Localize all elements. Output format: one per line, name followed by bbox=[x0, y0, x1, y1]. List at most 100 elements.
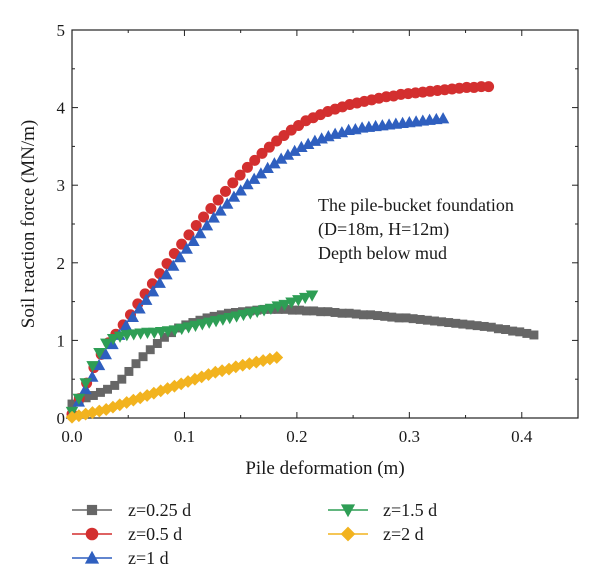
series-z-1-d bbox=[65, 112, 450, 419]
data-point bbox=[220, 197, 234, 209]
series-z-0.25-d bbox=[67, 304, 539, 409]
y-tick-label: 0 bbox=[57, 409, 66, 428]
y-axis-title: Soil reaction force (MN/m) bbox=[18, 120, 39, 328]
data-point bbox=[250, 306, 264, 319]
data-point bbox=[79, 378, 92, 390]
y-tick-label: 3 bbox=[57, 176, 66, 195]
legend-marker bbox=[86, 504, 98, 516]
data-point bbox=[117, 374, 127, 384]
legend-marker bbox=[85, 527, 99, 541]
data-point bbox=[205, 202, 217, 214]
data-point bbox=[216, 314, 230, 326]
data-point bbox=[214, 204, 227, 216]
data-point bbox=[263, 141, 275, 153]
data-point bbox=[256, 147, 268, 159]
data-point bbox=[230, 311, 243, 323]
data-point bbox=[72, 393, 86, 405]
data-point bbox=[124, 366, 134, 376]
y-tick-label: 4 bbox=[57, 99, 66, 118]
data-point bbox=[237, 309, 250, 322]
data-point bbox=[182, 322, 195, 334]
y-tick-label: 5 bbox=[57, 21, 66, 40]
data-point bbox=[113, 331, 127, 343]
data-point bbox=[100, 338, 113, 350]
data-point bbox=[270, 351, 284, 364]
data-point bbox=[159, 332, 169, 342]
data-point bbox=[223, 313, 236, 325]
data-point bbox=[198, 211, 210, 223]
series-layer bbox=[65, 81, 539, 424]
series-z-2-d bbox=[65, 351, 284, 424]
legend-marker bbox=[340, 504, 356, 518]
legend-item: z=1.5 d bbox=[328, 500, 437, 520]
data-point bbox=[196, 319, 209, 331]
data-point bbox=[278, 299, 291, 312]
data-point bbox=[193, 226, 207, 239]
y-tick-label: 2 bbox=[57, 254, 66, 273]
x-tick-label: 0.3 bbox=[399, 427, 420, 446]
data-point bbox=[106, 333, 120, 346]
data-point bbox=[305, 290, 319, 302]
data-point bbox=[168, 325, 182, 337]
legend-item: z=0.5 d bbox=[72, 524, 182, 544]
data-point bbox=[241, 161, 253, 173]
x-axis-title: Pile deformation (m) bbox=[245, 458, 404, 479]
legend-label: z=2 d bbox=[383, 524, 424, 544]
data-point bbox=[93, 347, 106, 360]
data-point bbox=[209, 316, 223, 328]
x-tick-label: 0.2 bbox=[286, 427, 307, 446]
data-point bbox=[126, 310, 139, 322]
y-tick-label: 1 bbox=[57, 331, 66, 350]
legend-item: z=1 d bbox=[72, 548, 169, 568]
data-point bbox=[99, 348, 112, 360]
legend-label: z=0.5 d bbox=[128, 524, 182, 544]
data-point bbox=[200, 219, 214, 231]
data-point bbox=[175, 323, 188, 336]
legend-item: z=2 d bbox=[328, 524, 424, 544]
data-point bbox=[190, 220, 202, 232]
legend-label: z=1.5 d bbox=[383, 500, 437, 520]
data-point bbox=[244, 308, 257, 320]
data-point bbox=[110, 380, 120, 390]
data-point bbox=[257, 305, 271, 317]
data-point bbox=[160, 268, 173, 280]
annotation-line: Depth below mud bbox=[318, 243, 447, 263]
data-point bbox=[183, 229, 195, 241]
data-point bbox=[138, 352, 148, 362]
data-point bbox=[86, 361, 99, 373]
data-point bbox=[145, 345, 155, 355]
axes: 0.0 0.1 0.2 0.3 0.4 0 1 2 3 4 5 Pile deformation (m… bbox=[18, 21, 579, 479]
data-point bbox=[146, 285, 160, 297]
data-point bbox=[483, 81, 495, 93]
annotation-line: The pile-bucket foundation bbox=[318, 195, 514, 215]
data-point bbox=[249, 154, 261, 166]
data-point bbox=[436, 112, 450, 124]
data-point bbox=[202, 317, 216, 329]
data-point bbox=[187, 234, 200, 246]
data-point bbox=[529, 330, 539, 340]
annotation: The pile-bucket foundation (D=18m, H=12m)… bbox=[318, 195, 514, 263]
data-point bbox=[264, 303, 278, 315]
legend-label: z=0.25 d bbox=[128, 500, 191, 520]
series-z-1.5-d bbox=[65, 290, 319, 419]
data-point bbox=[152, 339, 162, 348]
annotation-line: (D=18m, H=12m) bbox=[318, 219, 449, 240]
data-point bbox=[139, 293, 153, 305]
data-point bbox=[212, 194, 224, 206]
x-tick-label: 0.0 bbox=[61, 427, 82, 446]
data-point bbox=[219, 185, 231, 197]
data-point bbox=[189, 320, 202, 332]
legend-marker bbox=[340, 526, 356, 542]
data-point bbox=[180, 242, 193, 254]
legend: z=0.25 d z=0.5 d z=1 d z=1.5 d z=2 d bbox=[72, 500, 437, 568]
data-point bbox=[166, 259, 180, 271]
data-point bbox=[234, 169, 246, 181]
data-point bbox=[298, 292, 312, 305]
data-point bbox=[173, 251, 187, 263]
data-point bbox=[207, 211, 220, 223]
legend-label: z=1 d bbox=[128, 548, 169, 568]
data-point bbox=[153, 276, 166, 288]
x-tick-label: 0.4 bbox=[511, 427, 533, 446]
data-point bbox=[227, 190, 241, 202]
